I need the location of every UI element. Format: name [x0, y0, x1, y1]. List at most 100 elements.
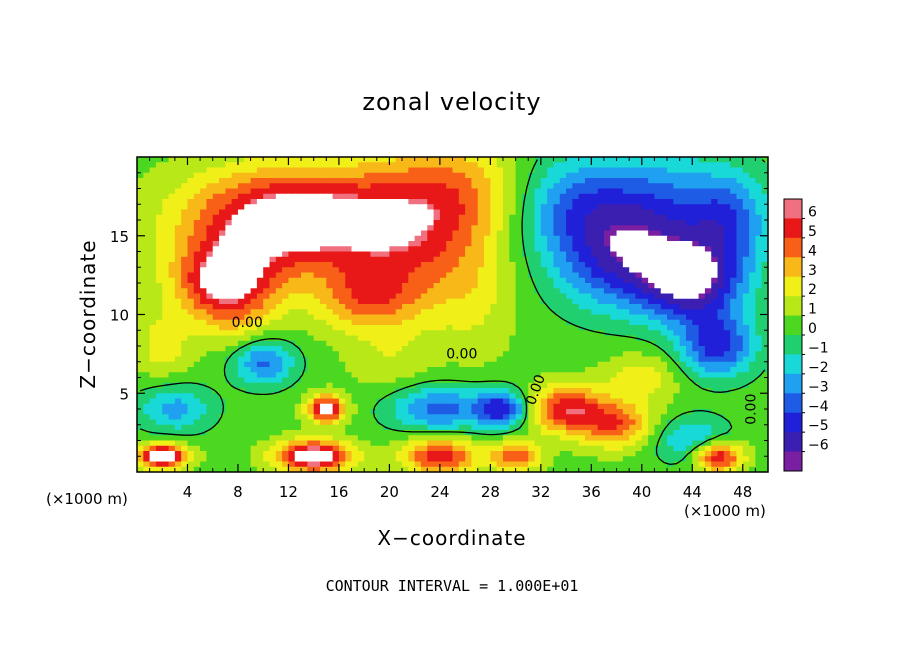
heatmap-cell: [301, 293, 308, 300]
heatmap-cell: [256, 403, 264, 410]
heatmap-cell: [402, 309, 409, 316]
heatmap-cell: [143, 172, 151, 179]
heatmap-cell: [282, 309, 290, 316]
heatmap-cell: [711, 377, 719, 384]
heatmap-cell: [231, 178, 239, 184]
heatmap-cell: [484, 377, 491, 384]
heatmap-cell: [685, 288, 693, 295]
heatmap-cell: [433, 319, 441, 326]
heatmap-cell: [509, 277, 517, 284]
heatmap-cell: [717, 267, 725, 274]
heatmap-cell: [263, 346, 271, 352]
heatmap-cell: [654, 351, 662, 358]
heatmap-cell: [351, 409, 359, 415]
heatmap-cell: [755, 335, 763, 342]
heatmap-cell: [471, 199, 479, 205]
heatmap-cell: [477, 188, 485, 195]
heatmap-cell: [244, 157, 252, 163]
heatmap-cell: [730, 157, 738, 163]
heatmap-cell: [414, 220, 422, 226]
heatmap-cell: [357, 351, 365, 358]
heatmap-cell: [534, 230, 542, 237]
heatmap-cell: [547, 183, 555, 190]
heatmap-cell: [654, 367, 662, 373]
heatmap-cell: [509, 283, 517, 289]
heatmap-cell: [137, 377, 144, 384]
heatmap-cell: [528, 314, 536, 321]
heatmap-cell: [181, 398, 189, 405]
heatmap-cell: [704, 235, 712, 242]
heatmap-cell: [137, 235, 144, 242]
heatmap-cell: [528, 162, 536, 169]
heatmap-cell: [528, 382, 536, 389]
heatmap-cell: [439, 204, 447, 211]
heatmap-cell: [319, 388, 327, 394]
heatmap-cell: [332, 172, 340, 179]
heatmap-cell: [225, 351, 233, 358]
heatmap-cell: [244, 199, 252, 205]
heatmap-cell: [313, 288, 321, 295]
heatmap-cell: [149, 335, 157, 342]
heatmap-cell: [635, 157, 643, 163]
heatmap-cell: [667, 351, 674, 358]
heatmap-cell: [187, 409, 195, 415]
heatmap-cell: [566, 372, 573, 379]
heatmap-cell: [250, 193, 258, 200]
heatmap-cell: [408, 367, 416, 373]
heatmap-cell: [383, 414, 390, 421]
heatmap-cell: [288, 414, 296, 421]
heatmap-cell: [629, 356, 637, 363]
heatmap-cell: [282, 314, 290, 321]
heatmap-cell: [446, 346, 454, 352]
heatmap-cell: [761, 403, 768, 410]
heatmap-cell: [471, 162, 479, 169]
heatmap-cell: [698, 235, 706, 242]
heatmap-cell: [200, 246, 208, 253]
heatmap-cell: [162, 267, 170, 274]
heatmap-cell: [641, 398, 649, 405]
heatmap-cell: [755, 283, 763, 289]
heatmap-cell: [736, 251, 744, 258]
heatmap-cell: [648, 167, 656, 174]
heatmap-cell: [446, 388, 454, 394]
heatmap-cell: [206, 393, 214, 400]
heatmap-cell: [395, 340, 403, 347]
heatmap-cell: [730, 382, 738, 389]
heatmap-cell: [761, 304, 768, 310]
heatmap-cell: [231, 162, 239, 169]
heatmap-cell: [667, 356, 674, 363]
heatmap-cell: [446, 304, 454, 310]
heatmap-cell: [420, 172, 428, 179]
heatmap-cell: [414, 214, 422, 221]
heatmap-cell: [200, 183, 208, 190]
heatmap-cell: [515, 314, 523, 321]
heatmap-cell: [200, 288, 208, 295]
heatmap-cell: [193, 267, 201, 274]
heatmap-cell: [673, 235, 681, 242]
heatmap-cell: [597, 178, 605, 184]
heatmap-cell: [761, 288, 768, 295]
heatmap-cell: [364, 172, 372, 179]
heatmap-cell: [685, 262, 693, 268]
heatmap-cell: [597, 309, 605, 316]
heatmap-cell: [244, 193, 252, 200]
heatmap-cell: [338, 241, 346, 247]
heatmap-cell: [345, 162, 353, 169]
heatmap-cell: [408, 403, 416, 410]
heatmap-cell: [509, 377, 517, 384]
heatmap-cell: [490, 351, 498, 358]
heatmap-cell: [225, 409, 233, 415]
heatmap-cell: [749, 361, 756, 368]
heatmap-cell: [521, 256, 529, 263]
heatmap-cell: [502, 377, 510, 384]
heatmap-cell: [749, 183, 756, 190]
heatmap-cell: [572, 172, 580, 179]
heatmap-cell: [540, 246, 548, 253]
heatmap-cell: [420, 193, 428, 200]
heatmap-cell: [439, 388, 447, 394]
heatmap-cell: [749, 188, 756, 195]
heatmap-cell: [635, 414, 643, 421]
heatmap-cell: [717, 230, 725, 237]
heatmap-cell: [408, 304, 416, 310]
heatmap-cell: [193, 188, 201, 195]
